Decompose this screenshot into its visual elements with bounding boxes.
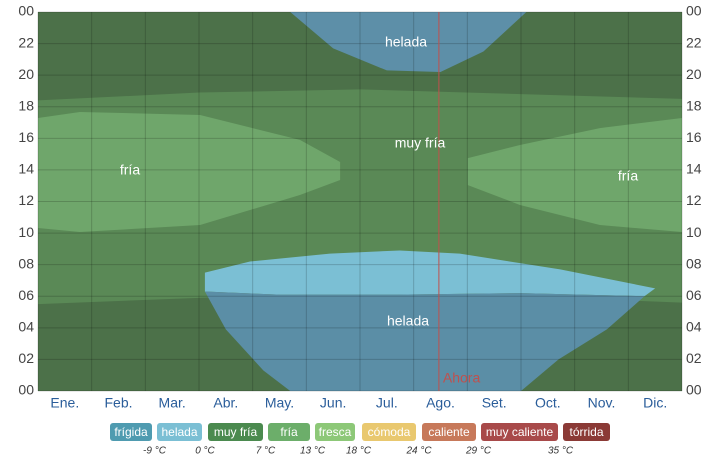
legend-label: helada (161, 425, 197, 439)
legend-swatch (362, 423, 416, 441)
y-tick-label-left: 00 (18, 3, 34, 19)
y-tick-label-left: 06 (18, 287, 34, 303)
x-tick-label: Set. (482, 395, 507, 411)
y-tick-label-left: 04 (18, 319, 34, 335)
legend-label: frígida (114, 425, 148, 439)
legend-label: muy fría (214, 425, 258, 439)
y-tick-label-left: 22 (18, 34, 34, 50)
y-tick-label-left: 00 (18, 382, 34, 398)
x-tick-label: Jun. (320, 395, 346, 411)
y-tick-label-right: 04 (686, 319, 702, 335)
legend-swatch (268, 423, 310, 441)
y-tick-label-left: 14 (18, 161, 34, 177)
now-label: Ahora (443, 370, 481, 386)
temperature-region (204, 250, 656, 297)
x-tick-label: Nov. (588, 395, 616, 411)
x-tick-label: Ago. (426, 395, 455, 411)
legend-threshold: 7 °C (256, 446, 276, 457)
y-tick-label-right: 12 (686, 192, 702, 208)
legend-label: muy caliente (486, 425, 554, 439)
legend-label: cómoda (368, 425, 411, 439)
legend-label: tórrida (569, 425, 603, 439)
legend-swatch (157, 423, 202, 441)
legend-threshold: 24 °C (405, 446, 432, 457)
temperature-region (204, 291, 645, 391)
region-label: fría (618, 168, 638, 184)
y-tick-label-right: 08 (686, 255, 702, 271)
y-tick-label-right: 18 (686, 97, 702, 113)
x-tick-label: Oct. (535, 395, 561, 411)
y-tick-label-right: 22 (686, 34, 702, 50)
y-tick-label-left: 20 (18, 66, 34, 82)
legend-label: caliente (428, 425, 470, 439)
legend-swatch (110, 423, 152, 441)
x-tick-label: May. (265, 395, 294, 411)
y-tick-label-right: 16 (686, 129, 702, 145)
x-tick-label: Dic. (643, 395, 667, 411)
y-tick-label-left: 08 (18, 255, 34, 271)
x-tick-label: Mar. (159, 395, 186, 411)
y-tick-label-left: 10 (18, 224, 34, 240)
y-tick-label-left: 18 (18, 97, 34, 113)
legend-swatch (481, 423, 558, 441)
legend-threshold: 29 °C (465, 446, 492, 457)
y-tick-label-right: 10 (686, 224, 702, 240)
temperature-region (290, 12, 527, 73)
temperature-region (467, 117, 682, 232)
region-label: muy fría (395, 135, 446, 151)
region-label: fría (120, 162, 140, 178)
legend-threshold: -9 °C (143, 446, 167, 457)
y-tick-label-left: 16 (18, 129, 34, 145)
legend-label: fresca (319, 425, 352, 439)
y-tick-label-right: 02 (686, 350, 702, 366)
legend-swatch (563, 423, 610, 441)
y-tick-label-right: 20 (686, 66, 702, 82)
y-tick-label-right: 00 (686, 382, 702, 398)
y-tick-label-right: 00 (686, 3, 702, 19)
legend-swatch (315, 423, 355, 441)
y-tick-label-left: 12 (18, 192, 34, 208)
y-tick-label-right: 14 (686, 161, 702, 177)
y-tick-label-right: 06 (686, 287, 702, 303)
x-tick-label: Abr. (213, 395, 238, 411)
legend-threshold: 0 °C (195, 446, 215, 457)
x-tick-label: Feb. (104, 395, 132, 411)
legend-swatch (208, 423, 263, 441)
legend-label: fría (280, 425, 298, 439)
y-tick-label-left: 02 (18, 350, 34, 366)
x-tick-label: Jul. (376, 395, 398, 411)
x-tick-label: Ene. (50, 395, 79, 411)
legend-threshold: 18 °C (346, 446, 372, 457)
legend-swatch (422, 423, 476, 441)
legend-threshold: 35 °C (548, 446, 574, 457)
temperature-region (38, 111, 341, 232)
region-label: helada (387, 313, 429, 329)
region-label: helada (385, 34, 427, 50)
legend-threshold: 13 °C (300, 446, 326, 457)
